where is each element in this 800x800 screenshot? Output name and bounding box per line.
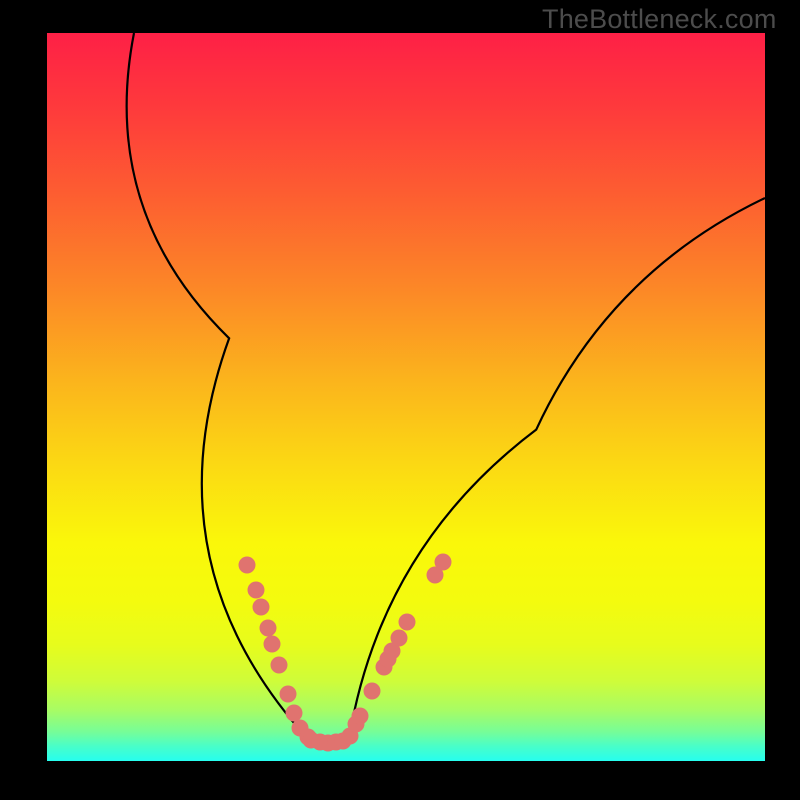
data-dot (248, 582, 265, 599)
plot-area (47, 33, 765, 761)
data-dot (260, 620, 277, 637)
data-dot (271, 657, 288, 674)
data-dot (286, 705, 303, 722)
data-dot (399, 614, 416, 631)
data-dot (364, 683, 381, 700)
watermark-text: TheBottleneck.com (542, 4, 777, 35)
data-dot (435, 554, 452, 571)
data-dot (253, 599, 270, 616)
data-dot (280, 686, 297, 703)
gradient-background (47, 33, 765, 761)
data-dot (239, 557, 256, 574)
data-dot (391, 630, 408, 647)
chart-svg (47, 33, 765, 761)
data-dot (352, 708, 369, 725)
data-dot (264, 636, 281, 653)
